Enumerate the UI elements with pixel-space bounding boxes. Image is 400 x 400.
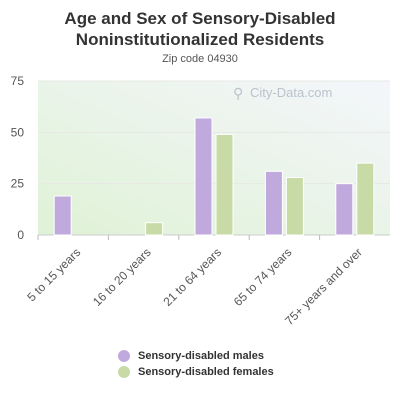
y-tick-label: 0 [17,228,24,242]
chart-subtitle: Zip code 04930 [162,53,238,65]
gridlines [37,80,390,240]
legend-swatch-females [118,366,130,378]
chart-title: Age and Sex of Sensory-Disabled Noninsti… [64,9,336,49]
bar-males [264,170,283,236]
bar-males [335,183,354,236]
bar-females [145,222,164,236]
y-tick-label: 25 [11,177,25,191]
legend-swatch-males [118,350,130,362]
legend-label-males: Sensory-disabled males [138,350,264,362]
bar-females [285,177,304,236]
bar-males [53,195,72,236]
bar-females [215,133,234,236]
watermark-search-icon: ⚲ [233,85,243,101]
x-tick-label: 5 to 15 years [24,245,83,304]
y-tick-label: 50 [11,125,25,139]
x-tick-label: 16 to 20 years [90,245,154,309]
plot-background [38,81,390,235]
bar-females [356,162,375,236]
y-tick-label: 75 [11,74,25,88]
bars [53,117,375,236]
x-tick-label: 75+ years and over [282,245,365,328]
watermark: City-Data.com [250,85,332,100]
x-tick-label: 21 to 64 years [160,245,224,309]
x-tick-label: 65 to 74 years [231,245,295,309]
legend-item-females: Sensory-disabled females [118,366,274,378]
legend-label-females: Sensory-disabled females [138,366,274,378]
bar-males [194,117,213,236]
legend-item-males: Sensory-disabled males [118,350,264,362]
